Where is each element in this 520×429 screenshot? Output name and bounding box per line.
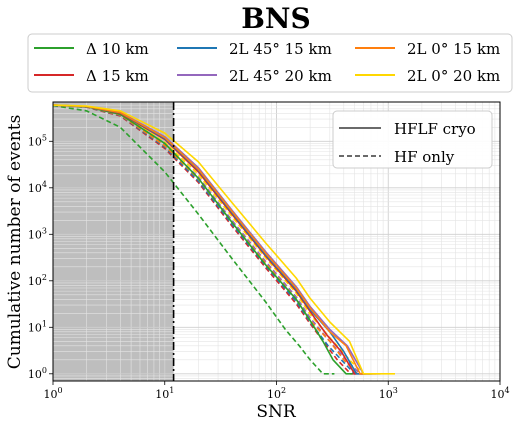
series-legend: Δ 10 km Δ 15 km 2L 45° 15 km 2L 45° 20 km 2L… <box>27 33 513 93</box>
legend-label: Δ 10 km <box>86 40 149 58</box>
x-tick-label: 102 <box>267 386 286 401</box>
plot-area <box>52 101 501 382</box>
x-tick-label: 100 <box>43 386 62 401</box>
y-axis-label: Cumulative number of events <box>5 115 25 370</box>
y-tick-label: 102 <box>28 273 47 288</box>
y-axis-ticks: 100 101 102 103 104 105 <box>28 133 53 381</box>
series-layer <box>52 104 395 375</box>
x-tick-label: 104 <box>490 386 509 401</box>
style-legend: HFLF cryo HF only <box>332 110 493 169</box>
style-legend-label: HFLF cryo <box>394 120 476 138</box>
y-tick-label: 105 <box>28 133 47 148</box>
legend-label: Δ 15 km <box>86 67 149 85</box>
legend-label: 2L 0° 20 km <box>407 67 500 85</box>
series-line-dashed <box>52 104 335 375</box>
style-legend-label: HF only <box>394 148 455 166</box>
x-tick-label: 101 <box>155 386 174 401</box>
y-tick-label: 104 <box>28 180 47 195</box>
legend-label: 2L 0° 15 km <box>407 40 500 58</box>
series-line-solid <box>52 104 377 375</box>
x-tick-label: 103 <box>379 386 398 401</box>
series-line-solid <box>52 104 395 375</box>
y-tick-label: 100 <box>28 366 47 381</box>
legend-label: 2L 45° 20 km <box>229 67 332 85</box>
x-axis-label: SNR <box>256 402 297 422</box>
legend-label: 2L 45° 15 km <box>229 40 332 58</box>
y-tick-label: 101 <box>28 319 47 334</box>
style-legend-box <box>332 110 493 169</box>
chart-title: BNS <box>241 2 310 35</box>
x-axis-ticks: 100 101 102 103 104 <box>43 381 510 401</box>
y-tick-label: 103 <box>28 226 47 241</box>
series-line-solid <box>52 104 353 375</box>
